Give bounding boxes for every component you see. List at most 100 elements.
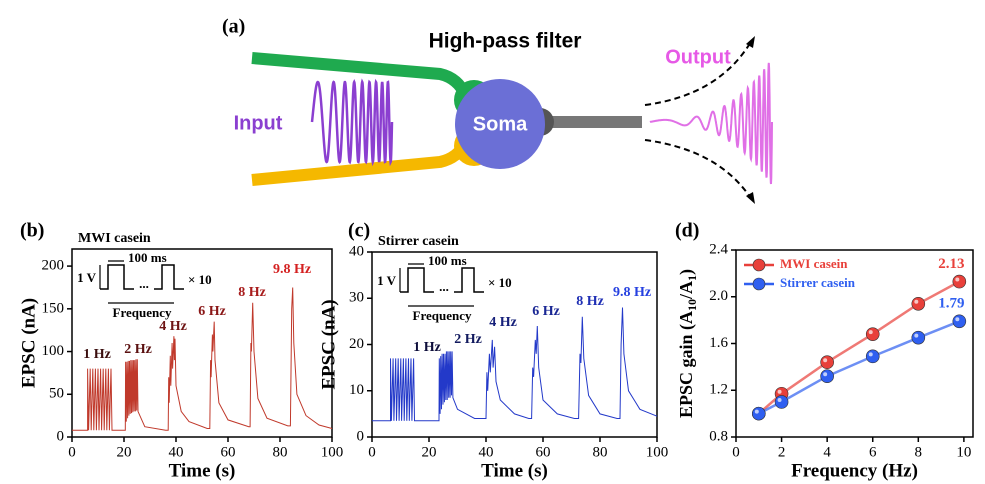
burst-label: 1 Hz: [413, 340, 441, 355]
y-tick-label: 150: [42, 300, 65, 316]
y-axis-label: EPSC (nA): [318, 299, 339, 389]
legend-label: Stirrer casein: [780, 275, 856, 290]
y-axis-label: EPSC gain (A10/A1): [676, 269, 699, 418]
x-axis-label: Frequency (Hz): [791, 460, 918, 481]
data-point: [865, 327, 880, 341]
inset: 100 ms 1 V... × 10 Frequency: [77, 250, 212, 320]
x-tick-label: 20: [117, 444, 132, 460]
inset-repeat: × 10: [488, 275, 512, 290]
x-tick-label: 80: [273, 444, 288, 460]
burst-label: 6 Hz: [532, 304, 560, 319]
panel-a: (a) High-pass filter Soma Input Output: [222, 16, 773, 204]
x-axis-label: Time (s): [169, 460, 236, 481]
burst-label: 6 Hz: [198, 304, 226, 319]
burst-label: 2 Hz: [454, 332, 482, 347]
trace: [72, 287, 333, 431]
x-tick-label: 60: [221, 444, 236, 460]
value-label: 2.13: [938, 256, 964, 272]
chart-title: MWI casein: [78, 231, 151, 246]
inset-frequency: Frequency: [413, 308, 472, 323]
pulse-train: [400, 267, 484, 293]
arrowhead: [746, 192, 755, 204]
y-tick-label: 0: [357, 428, 365, 444]
x-tick-label: 4: [823, 444, 831, 460]
x-tick-label: 100: [646, 444, 669, 460]
y-tick-label: 100: [42, 343, 65, 359]
x-tick-label: 2: [778, 444, 786, 460]
burst-label: 8 Hz: [576, 294, 604, 309]
inset-frequency: Frequency: [113, 305, 172, 320]
burst-label: 8 Hz: [238, 285, 266, 300]
arrows: [99, 260, 174, 304]
inset-width: 100 ms: [428, 253, 467, 268]
arrowhead: [746, 36, 755, 48]
data-point: [820, 369, 834, 384]
y-axis-label-subscript: 1: [685, 275, 699, 281]
y-axis-label-subscript: 10: [685, 299, 699, 311]
y-tick-label: 1.2: [709, 382, 728, 398]
point-highlight: [777, 397, 782, 402]
trace: [372, 307, 658, 422]
point-highlight: [955, 277, 960, 282]
y-tick-label: 1.6: [709, 335, 728, 351]
y-tick-label: 2.0: [709, 288, 728, 304]
y-tick-label: 200: [42, 258, 65, 274]
y-tick-label: 50: [49, 386, 64, 402]
point-highlight: [914, 333, 919, 338]
x-axis-label: Time (s): [481, 460, 548, 481]
legend-marker: [752, 277, 766, 291]
value-label: 1.79: [938, 296, 964, 312]
panel-label: (d): [675, 220, 699, 242]
data-point: [952, 274, 967, 289]
data-point: [911, 330, 926, 345]
input-wave: [310, 78, 394, 167]
y-tick-label: 2.4: [709, 241, 728, 257]
data-point: [774, 395, 789, 409]
inset-amplitude: 1 V: [377, 273, 397, 288]
x-tick-label: 40: [479, 444, 494, 460]
series-line: [757, 280, 960, 415]
inset: 100 ms 1 V... × 10 Frequency: [377, 253, 512, 323]
data-point: [911, 296, 926, 311]
point-highlight: [823, 372, 828, 377]
x-tick-label: 20: [422, 444, 437, 460]
x-tick-label: 0: [68, 444, 76, 460]
y-tick-label: 40: [349, 243, 364, 259]
panel-label: (c): [348, 220, 370, 242]
y-tick-label: 10: [349, 382, 364, 398]
panel-label: (b): [20, 220, 44, 242]
axon: [540, 116, 642, 128]
soma-label: Soma: [473, 113, 528, 135]
burst-label: 9.8 Hz: [613, 285, 651, 300]
data-point: [865, 349, 880, 364]
input-label: Input: [234, 112, 283, 134]
y-tick-label: 30: [349, 290, 364, 306]
x-tick-label: 80: [593, 444, 608, 460]
x-tick-label: 0: [732, 444, 740, 460]
inset-dots: ...: [139, 276, 149, 291]
legend-label: MWI casein: [780, 256, 848, 271]
y-axis-label-part: /A: [676, 281, 696, 300]
envelope-bottom: [644, 139, 753, 201]
soma: [455, 79, 545, 169]
y-axis-label-part: ): [676, 269, 697, 275]
x-tick-label: 40: [169, 444, 184, 460]
point-highlight: [777, 389, 782, 394]
point-highlight: [754, 409, 759, 414]
point-highlight: [955, 317, 960, 322]
x-tick-label: 8: [915, 444, 923, 460]
data-point: [952, 314, 967, 329]
inset-amplitude: 1 V: [77, 270, 97, 285]
data-point: [751, 406, 766, 421]
series-line: [758, 320, 960, 415]
output-wave: [649, 62, 773, 185]
y-tick-label: 20: [349, 336, 364, 352]
inset-repeat: × 10: [188, 272, 212, 287]
pulse-train: [100, 264, 184, 290]
y-axis-label-part: EPSC gain (A: [676, 311, 697, 418]
point-highlight: [823, 358, 828, 363]
y-tick-label: 0.8: [709, 428, 728, 444]
burst-label: 4 Hz: [489, 315, 517, 330]
